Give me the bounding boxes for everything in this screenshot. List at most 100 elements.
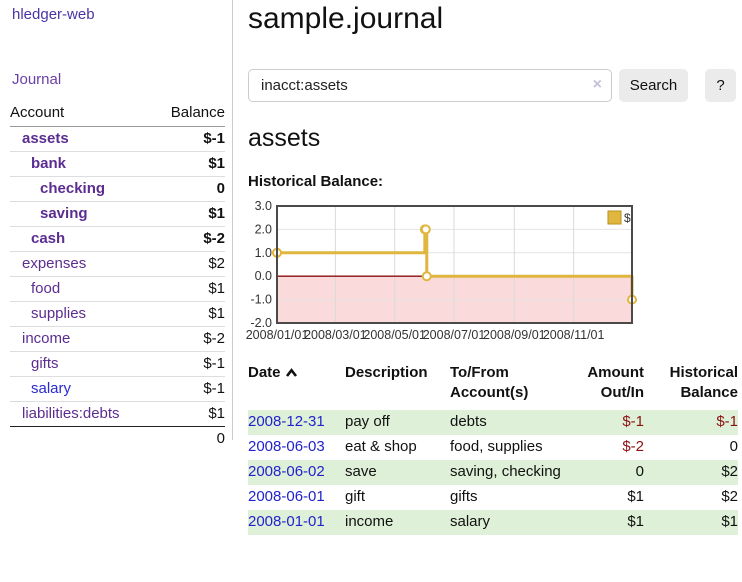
account-balance: $1 bbox=[153, 301, 225, 327]
transaction-date-link[interactable]: 2008-01-01 bbox=[248, 513, 325, 530]
transaction-balance: $1 bbox=[721, 513, 738, 530]
help-button[interactable]: ? bbox=[705, 69, 736, 102]
register-header-amount: Amount Out/In bbox=[570, 363, 644, 410]
transaction-row: 2008-12-31 pay off debts $-1 $-1 bbox=[248, 410, 738, 435]
transaction-row: 2008-06-01 gift gifts $1 $2 bbox=[248, 485, 738, 510]
accounts-header-balance: Balance bbox=[153, 101, 225, 127]
transaction-amount: $-1 bbox=[622, 413, 644, 430]
register-header-balance-line2: Balance bbox=[680, 384, 738, 401]
svg-text:$: $ bbox=[624, 211, 631, 225]
account-link[interactable]: checking bbox=[40, 180, 106, 197]
svg-text:2008/03/01: 2008/03/01 bbox=[304, 328, 367, 342]
account-balance: $-1 bbox=[153, 351, 225, 377]
account-row: gifts $-1 bbox=[10, 351, 225, 377]
account-link[interactable]: assets bbox=[22, 130, 69, 147]
register-header-amount-line1: Amount bbox=[587, 364, 644, 381]
page-title: sample.journal bbox=[248, 2, 444, 35]
transaction-date-link[interactable]: 2008-06-03 bbox=[248, 438, 325, 455]
clear-search-icon[interactable]: × bbox=[592, 76, 602, 93]
transaction-accounts: debts bbox=[450, 413, 487, 430]
transaction-balance: $2 bbox=[721, 463, 738, 480]
account-balance: $-1 bbox=[153, 376, 225, 402]
historical-balance-chart: $3.0 2.0 1.0 0.0 -1.0 -2.0 2008/01/01 2008/03/0… bbox=[246, 199, 742, 348]
account-link[interactable]: salary bbox=[31, 380, 72, 397]
transaction-accounts: saving, checking bbox=[450, 463, 561, 480]
account-balance: $1 bbox=[153, 276, 225, 302]
account-row: supplies $1 bbox=[10, 301, 225, 327]
sidebar: hledger-web Journal Account Balance asse… bbox=[0, 0, 233, 451]
transaction-date-link[interactable]: 2008-12-31 bbox=[248, 413, 325, 430]
transaction-description: gift bbox=[345, 488, 366, 505]
register-header-date-label: Date bbox=[248, 364, 281, 381]
svg-text:3.0: 3.0 bbox=[255, 199, 272, 213]
transaction-date-link[interactable]: 2008-06-01 bbox=[248, 488, 325, 505]
account-link[interactable]: supplies bbox=[31, 305, 87, 322]
transaction-amount: $1 bbox=[627, 488, 644, 505]
account-row: food $1 bbox=[10, 276, 225, 302]
register-header-date[interactable]: Date bbox=[248, 363, 345, 410]
transaction-description: save bbox=[345, 463, 377, 480]
account-row: assets $-1 bbox=[10, 127, 225, 152]
account-balance: $-2 bbox=[153, 326, 225, 352]
accounts-table: Account Balance assets $-1 bank $1 chec bbox=[10, 101, 225, 451]
account-link[interactable]: cash bbox=[31, 230, 66, 247]
register-table-body: 2008-12-31 pay off debts $-1 $-1 2008-06… bbox=[248, 410, 738, 535]
sidebar-item-journal[interactable]: Journal bbox=[12, 71, 62, 88]
account-link[interactable]: expenses bbox=[22, 255, 87, 272]
transaction-date-link[interactable]: 2008-06-02 bbox=[248, 463, 325, 480]
search-input[interactable] bbox=[248, 69, 612, 102]
account-row: saving $1 bbox=[10, 201, 225, 227]
account-row: bank $1 bbox=[10, 151, 225, 177]
svg-text:2.0: 2.0 bbox=[255, 222, 272, 236]
transaction-amount: 0 bbox=[635, 463, 644, 480]
transaction-description: pay off bbox=[345, 413, 390, 430]
account-row: salary $-1 bbox=[10, 376, 225, 402]
transaction-accounts: salary bbox=[450, 513, 491, 530]
chart-title: Historical Balance: bbox=[248, 173, 384, 190]
accounts-total-value: 0 bbox=[153, 426, 225, 451]
account-link[interactable]: saving bbox=[40, 205, 88, 222]
transaction-balance: $-1 bbox=[716, 413, 738, 430]
accounts-table-body: assets $-1 bank $1 checking 0 saving bbox=[10, 127, 225, 451]
transaction-row: 2008-01-01 income salary $1 $1 bbox=[248, 510, 738, 535]
svg-text:2008/11/01: 2008/11/01 bbox=[543, 328, 605, 342]
transaction-amount: $-2 bbox=[622, 438, 644, 455]
svg-text:-1.0: -1.0 bbox=[250, 293, 272, 307]
account-balance: $1 bbox=[153, 151, 225, 177]
register-table: Date Description To/From Account(s) Amou… bbox=[248, 363, 738, 535]
account-balance: 0 bbox=[153, 176, 225, 202]
transaction-row: 2008-06-02 save saving, checking 0 $2 bbox=[248, 460, 738, 485]
account-balance: $1 bbox=[153, 201, 225, 227]
account-balance: $-2 bbox=[153, 226, 225, 252]
account-link[interactable]: liabilities:debts bbox=[22, 405, 120, 422]
account-row: expenses $2 bbox=[10, 251, 225, 277]
svg-text:2008/07/01: 2008/07/01 bbox=[423, 328, 486, 342]
account-row: cash $-2 bbox=[10, 226, 225, 252]
account-link[interactable]: bank bbox=[31, 155, 67, 172]
account-heading: assets bbox=[248, 124, 321, 152]
app-brand-link[interactable]: hledger-web bbox=[12, 6, 95, 23]
sort-ascending-icon bbox=[285, 364, 298, 384]
register-header-row: Date Description To/From Account(s) Amou… bbox=[248, 363, 738, 410]
account-link[interactable]: income bbox=[22, 330, 71, 347]
register-header-balance: Historical Balance bbox=[644, 363, 738, 410]
search-form: × Search ? bbox=[248, 69, 740, 102]
account-balance: $2 bbox=[153, 251, 225, 277]
transaction-row: 2008-06-03 eat & shop food, supplies $-2… bbox=[248, 435, 738, 460]
transaction-amount: $1 bbox=[627, 513, 644, 530]
search-button[interactable]: Search bbox=[619, 69, 688, 102]
register-header-balance-line1: Historical bbox=[669, 364, 738, 381]
svg-text:-2.0: -2.0 bbox=[250, 316, 272, 330]
register-header-accounts: To/From Account(s) bbox=[450, 363, 570, 410]
transaction-balance: $2 bbox=[721, 488, 738, 505]
accounts-total-row: 0 bbox=[10, 426, 225, 451]
register-header-accounts-line2: Account(s) bbox=[450, 384, 529, 401]
accounts-header-account: Account bbox=[10, 101, 154, 127]
account-link[interactable]: gifts bbox=[31, 355, 59, 372]
svg-text:1.0: 1.0 bbox=[255, 246, 272, 260]
chart-canvas: $3.0 2.0 1.0 0.0 -1.0 -2.02008/01/012008/03/0… bbox=[246, 199, 637, 342]
account-row: liabilities:debts $1 bbox=[10, 401, 225, 427]
account-link[interactable]: food bbox=[31, 280, 61, 297]
register-header-amount-line2: Out/In bbox=[600, 384, 644, 401]
svg-text:2008/01/01: 2008/01/01 bbox=[246, 328, 309, 342]
